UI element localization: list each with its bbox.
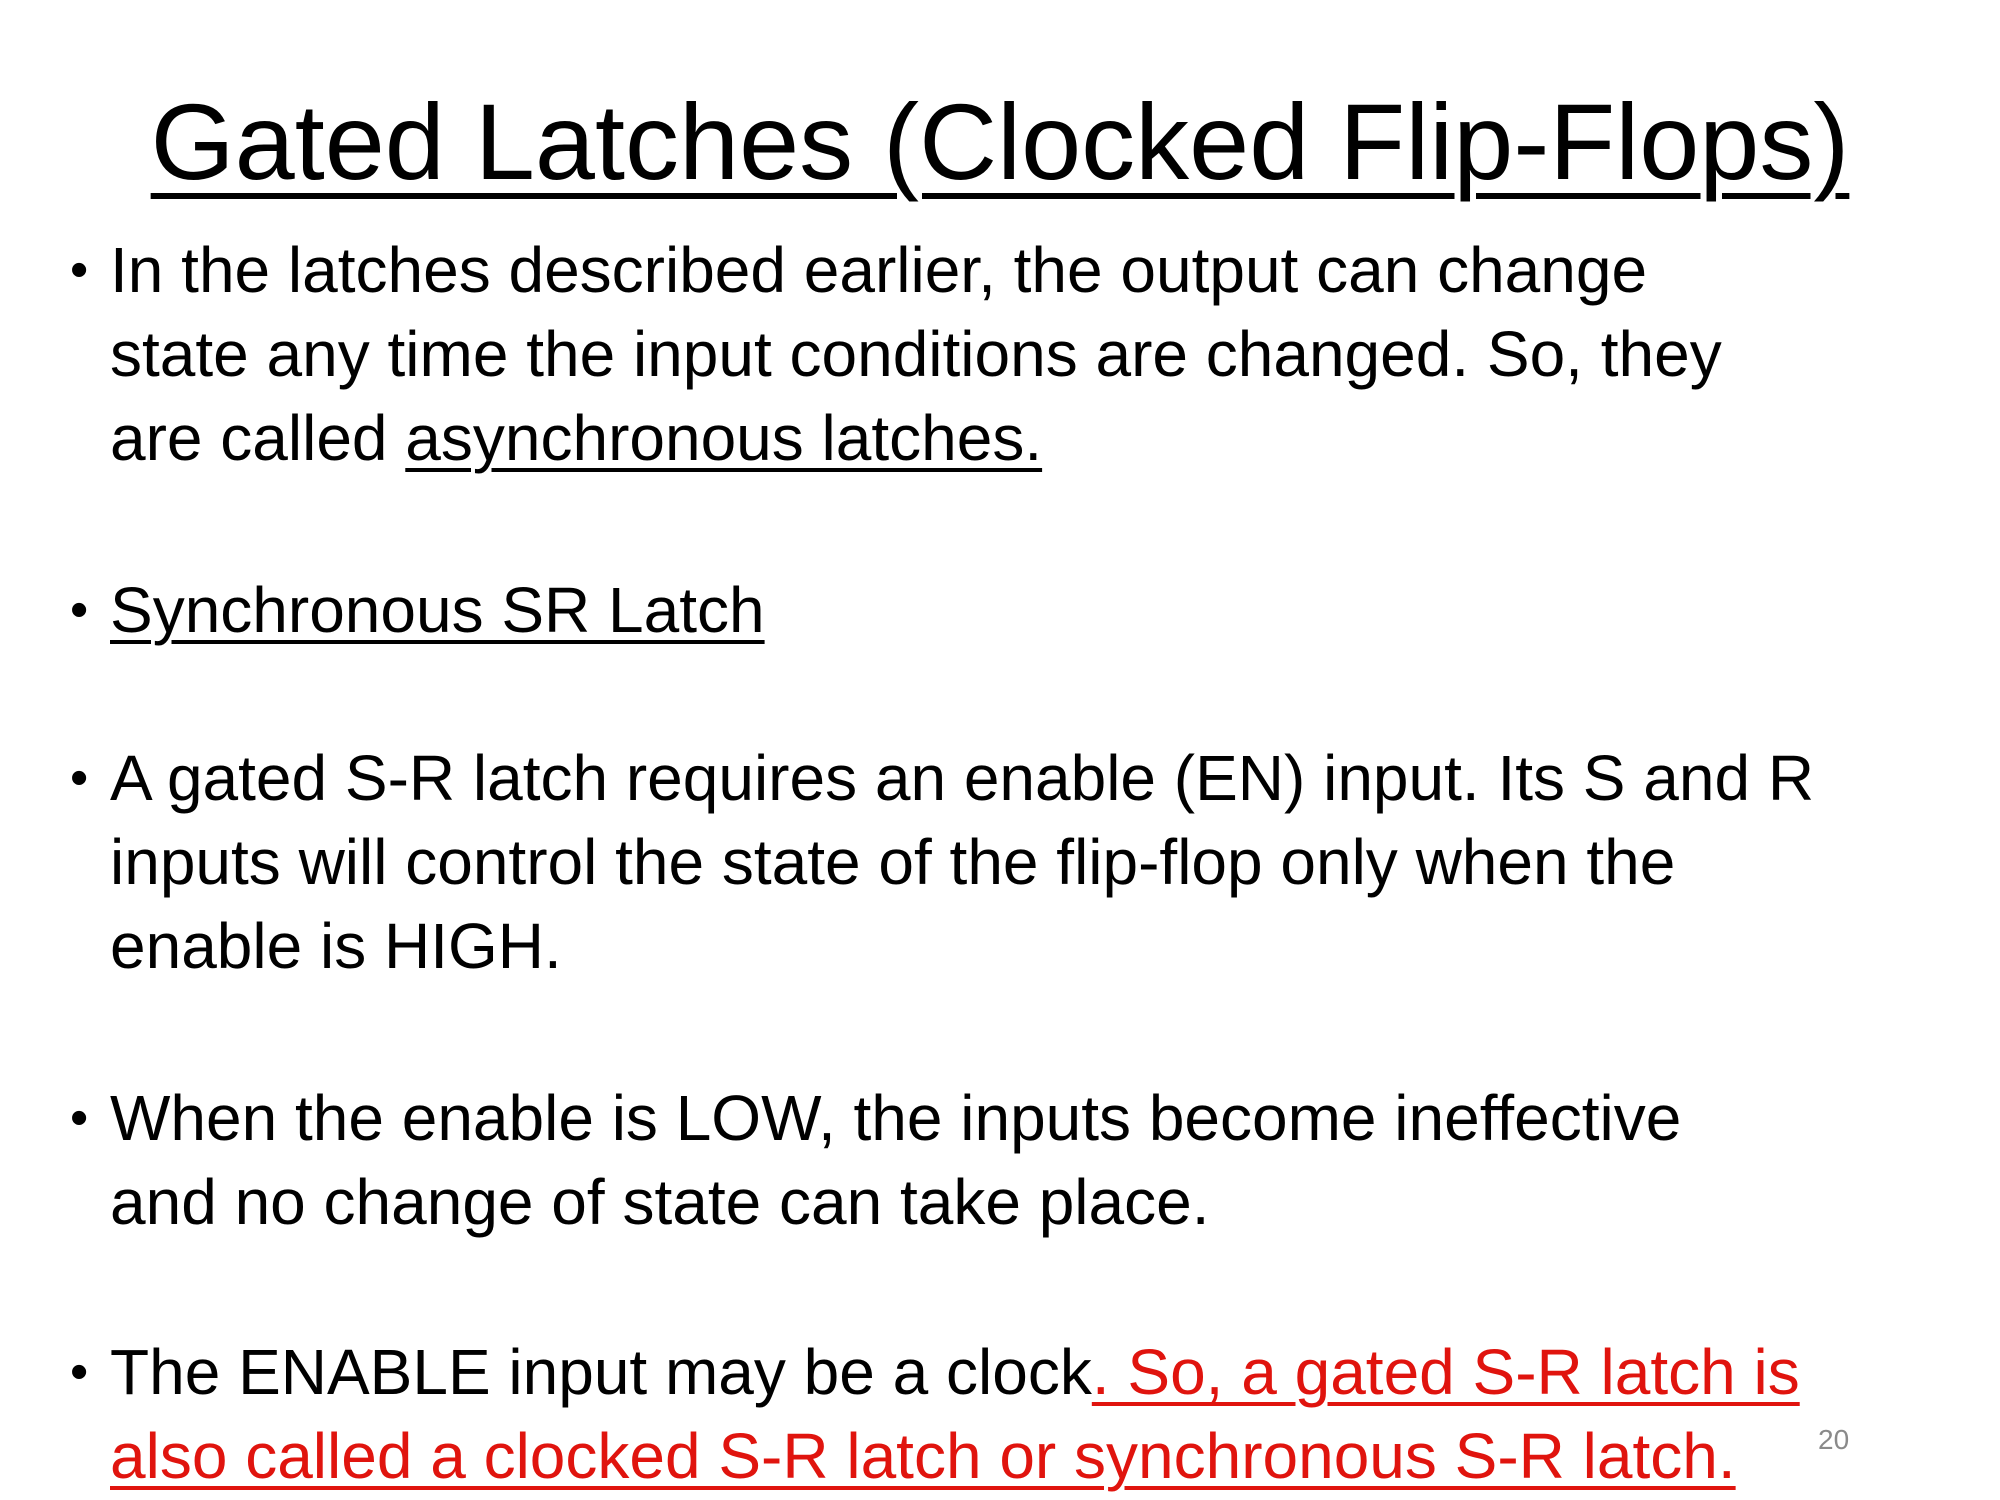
bullet-text: The ENABLE input may be a clock. So, a g…	[110, 1330, 1970, 1498]
asynchronous-latches-term: asynchronous latches.	[405, 402, 1043, 474]
bullet-text: Synchronous SR Latch	[110, 568, 1970, 652]
bullet-dot-icon: •	[70, 581, 89, 639]
bullet-line: enable is HIGH.	[110, 910, 562, 982]
clocked-latch-highlight: . So, a gated S-R latch is	[1091, 1336, 1800, 1408]
bullet-dot-icon: •	[70, 1343, 89, 1401]
bullet-dot-icon: •	[70, 1089, 89, 1147]
bullet-dot-icon: •	[70, 749, 89, 807]
bullet-text: In the latches described earlier, the ou…	[110, 228, 1970, 480]
bullet-line: In the latches described earlier, the ou…	[110, 234, 1648, 306]
slide-title: Gated Latches (Clocked Flip-Flops)	[0, 82, 2000, 202]
bullet-line: When the enable is LOW, the inputs becom…	[110, 1082, 1682, 1154]
clocked-latch-highlight: also called a clocked S-R latch or synch…	[110, 1420, 1736, 1492]
bullet-line: inputs will control the state of the fli…	[110, 826, 1676, 898]
bullet-line: The ENABLE input may be a clock. So, a g…	[110, 1330, 1970, 1414]
bullet-line-prefix: The ENABLE input may be a clock	[110, 1336, 1092, 1408]
bullet-dot-icon: •	[70, 241, 89, 299]
bullet-line: state any time the input conditions are …	[110, 318, 1722, 390]
bullet-line: are called asynchronous latches.	[110, 396, 1970, 480]
bullet-text: A gated S-R latch requires an enable (EN…	[110, 736, 1970, 988]
bullet-text: When the enable is LOW, the inputs becom…	[110, 1076, 1970, 1244]
bullet-line-prefix: are called	[110, 402, 406, 474]
synchronous-sr-latch-heading: Synchronous SR Latch	[110, 574, 765, 646]
bullet-line: and no change of state can take place.	[110, 1166, 1210, 1238]
bullet-line: A gated S-R latch requires an enable (EN…	[110, 742, 1815, 814]
slide-title-text: Gated Latches (Clocked Flip-Flops)	[150, 81, 1850, 202]
page-number: 20	[1818, 1424, 1850, 1455]
